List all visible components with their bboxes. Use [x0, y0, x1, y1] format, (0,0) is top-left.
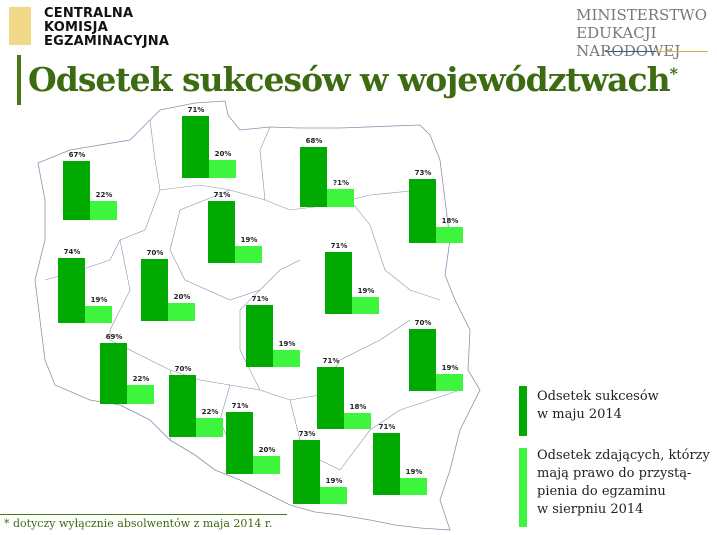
data-label: 19% — [240, 236, 258, 245]
legend-text: mają prawo do przystą- — [537, 466, 692, 481]
bar-august — [196, 417, 223, 437]
cke-line: KOMISJA — [44, 20, 108, 35]
title-accent — [17, 55, 21, 105]
footnote-divider — [0, 514, 287, 515]
bar-may — [409, 178, 436, 243]
data-label: 19% — [357, 287, 375, 296]
data-label: 19% — [90, 296, 108, 305]
data-label: 74% — [63, 247, 81, 256]
data-label: 70% — [146, 249, 164, 258]
data-label: 73% — [414, 168, 432, 177]
legend-text: w maju 2014 — [537, 407, 622, 422]
bar-august — [352, 297, 379, 314]
bar-may — [300, 147, 327, 207]
data-label: 19% — [441, 364, 459, 373]
bar-may — [182, 115, 209, 178]
bar-august — [436, 227, 463, 243]
data-label: 70% — [174, 365, 192, 374]
bar-may — [100, 343, 127, 404]
bar-august — [235, 246, 262, 263]
data-label: 69% — [105, 333, 123, 342]
data-label: 19% — [278, 340, 296, 349]
data-label: ?1% — [333, 178, 349, 187]
legend-swatch-may — [519, 386, 527, 436]
data-label: 71% — [231, 401, 249, 410]
data-label: 22% — [95, 190, 113, 199]
bar-may — [293, 439, 320, 504]
data-label: 22% — [201, 407, 219, 416]
data-label: 67% — [68, 151, 86, 160]
bar-august — [127, 384, 154, 404]
data-label: 19% — [325, 477, 343, 486]
legend-swatch-august — [519, 448, 527, 527]
men-line: EDUKACJI — [576, 24, 657, 42]
legend-item-august: Odsetek zdających, którzy mają prawo do … — [537, 447, 710, 519]
legend-item-may: Odsetek sukcesów w maju 2014 — [537, 388, 659, 424]
men-logo-stripe — [605, 51, 708, 52]
data-label: 20% — [173, 293, 191, 302]
data-label: 68% — [305, 137, 323, 146]
data-label: 18% — [441, 217, 459, 226]
bar-may — [63, 161, 90, 220]
legend-text: Odsetek zdających, którzy — [537, 448, 710, 463]
data-label: 71% — [213, 190, 231, 199]
bar-august — [209, 160, 236, 178]
bar-may — [169, 375, 196, 437]
legend-text: Odsetek sukcesów — [537, 389, 659, 404]
cke-logo: CENTRALNA KOMISJA EGZAMINACYJNA — [44, 7, 169, 49]
data-label: 71% — [378, 422, 396, 431]
legend-text: pienia do egzaminu — [537, 484, 666, 499]
footnote: * dotyczy wyłącznie absolwentów z maja 2… — [4, 517, 273, 530]
bar-may — [317, 366, 344, 429]
bar-august — [85, 306, 112, 323]
cke-logo-icon — [9, 7, 31, 45]
bar-august — [400, 478, 427, 495]
bar-may — [373, 432, 400, 495]
data-label: 70% — [414, 319, 432, 328]
data-label: 20% — [258, 446, 276, 455]
title-text: Odsetek sukcesów w województwach — [28, 60, 671, 99]
bar-may — [208, 200, 235, 263]
bar-august — [273, 350, 300, 367]
data-label: 71% — [330, 241, 348, 250]
legend-text: w sierpniu 2014 — [537, 502, 644, 517]
data-label: 73% — [298, 429, 316, 438]
bar-may — [58, 257, 85, 323]
data-label: 71% — [251, 294, 269, 303]
bar-august — [320, 487, 347, 504]
bar-may — [226, 411, 253, 474]
data-label: 22% — [132, 374, 150, 383]
bar-august — [168, 303, 195, 321]
data-label: 19% — [405, 468, 423, 477]
bar-august — [327, 188, 354, 207]
data-label: 20% — [214, 150, 232, 159]
bar-august — [90, 200, 117, 220]
title-asterisk: * — [669, 64, 678, 83]
bar-august — [253, 456, 280, 474]
men-line: MINISTERSTWO — [576, 6, 707, 24]
bar-may — [141, 259, 168, 321]
bar-may — [246, 304, 273, 367]
bar-august — [344, 413, 371, 429]
bar-may — [325, 251, 352, 314]
bar-august — [436, 374, 463, 391]
data-label: 18% — [349, 403, 367, 412]
bar-may — [409, 329, 436, 391]
data-label: 71% — [322, 356, 340, 365]
cke-line: EGZAMINACYJNA — [44, 34, 170, 49]
page-title: Odsetek sukcesów w województwach* — [28, 60, 678, 99]
cke-line: CENTRALNA — [44, 6, 134, 21]
data-label: 71% — [187, 105, 205, 114]
